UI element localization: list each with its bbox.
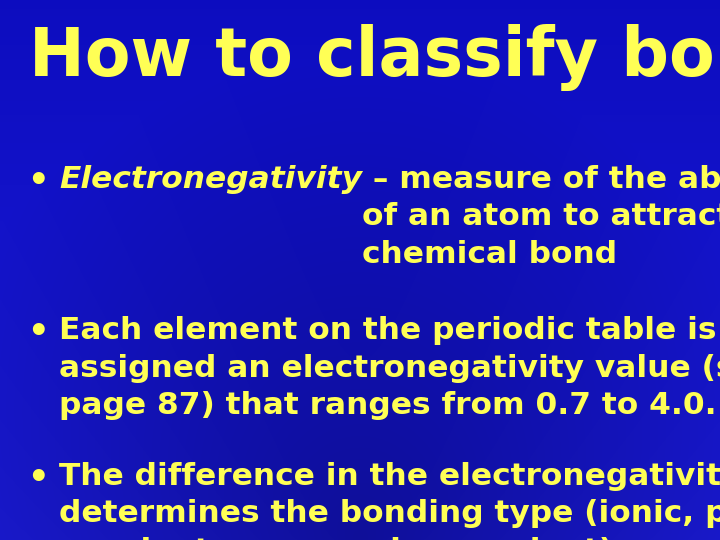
Text: – measure of the ability
of an atom to attract electrons in a
chemical bond: – measure of the ability of an atom to a…: [362, 165, 720, 269]
Text: How to classify bond types: How to classify bond types: [29, 24, 720, 91]
Text: The difference in the electronegativity
determines the bonding type (ionic, pola: The difference in the electronegativity …: [59, 462, 720, 540]
Text: Electronegativity: Electronegativity: [59, 165, 362, 194]
Text: Each element on the periodic table is
assigned an electronegativity value (see
p: Each element on the periodic table is as…: [59, 316, 720, 420]
Text: •: •: [27, 165, 49, 198]
Text: •: •: [27, 316, 49, 349]
Text: •: •: [27, 462, 49, 495]
